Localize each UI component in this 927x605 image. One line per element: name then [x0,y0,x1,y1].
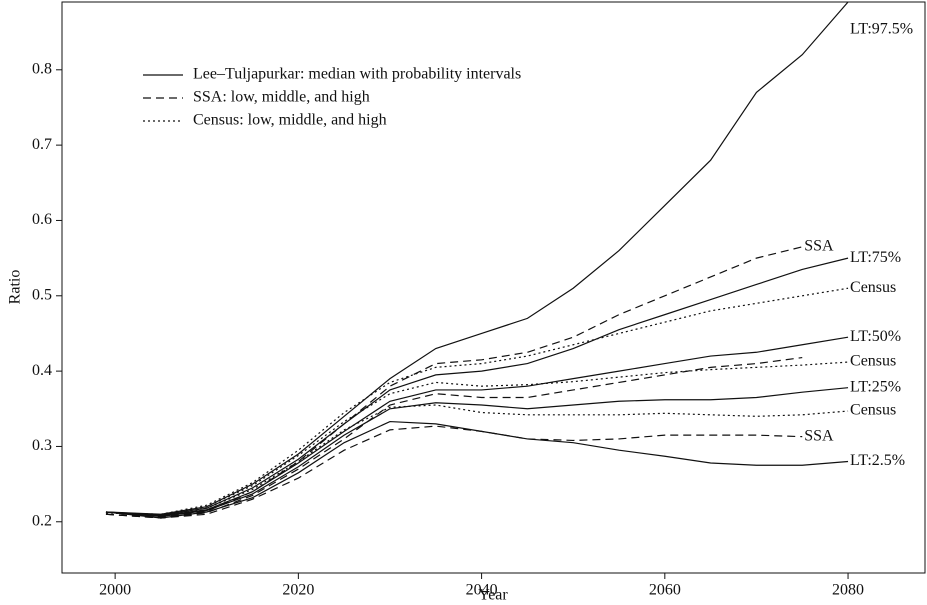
series-line [105,425,803,519]
series-line [105,387,849,518]
series-line [105,246,803,518]
series-line [105,356,803,519]
line-end-label: Census [850,353,896,370]
line-end-label: LT:2.5% [850,452,905,469]
plot-frame [61,1,926,574]
line-end-label: Census [850,402,896,419]
x-tick-label: 2080 [832,582,864,599]
y-axis-label: Ratio [7,270,24,305]
line-end-label: LT:97.5% [850,21,913,38]
y-tick-label: 0.6 [32,211,52,228]
series-line [105,336,849,517]
y-tick-label: 0.4 [32,362,52,379]
line-end-label: SSA [804,237,834,254]
x-tick-label: 2020 [282,582,314,599]
line-end-label: Census [850,279,896,296]
series-line [105,404,849,517]
x-tick-label: 2000 [99,582,131,599]
line-end-label: LT:50% [850,328,901,345]
line-end-label: LT:25% [850,378,901,395]
series-line [105,257,849,516]
lines [105,2,849,519]
line-end-label: LT:75% [850,249,901,266]
series-line [105,361,849,516]
y-tick-label: 0.8 [32,60,52,77]
y-tick-label: 0.5 [32,286,52,303]
x-tick-label: 2060 [649,582,681,599]
x-axis-label: Year [478,587,508,604]
y-tick-label: 0.7 [32,136,52,153]
y-tick-label: 0.2 [32,512,52,529]
y-tick-label: 0.3 [32,437,52,454]
series-line [105,2,849,515]
line-end-label: SSA [804,427,834,444]
legend-label: SSA: low, middle, and high [193,89,370,106]
series-line [105,287,849,515]
x-tick-label: 2040 [466,582,498,599]
legend-label: Lee–Tuljapurkar: median with probability… [193,66,521,83]
legend-label: Census: low, middle, and high [193,112,387,129]
